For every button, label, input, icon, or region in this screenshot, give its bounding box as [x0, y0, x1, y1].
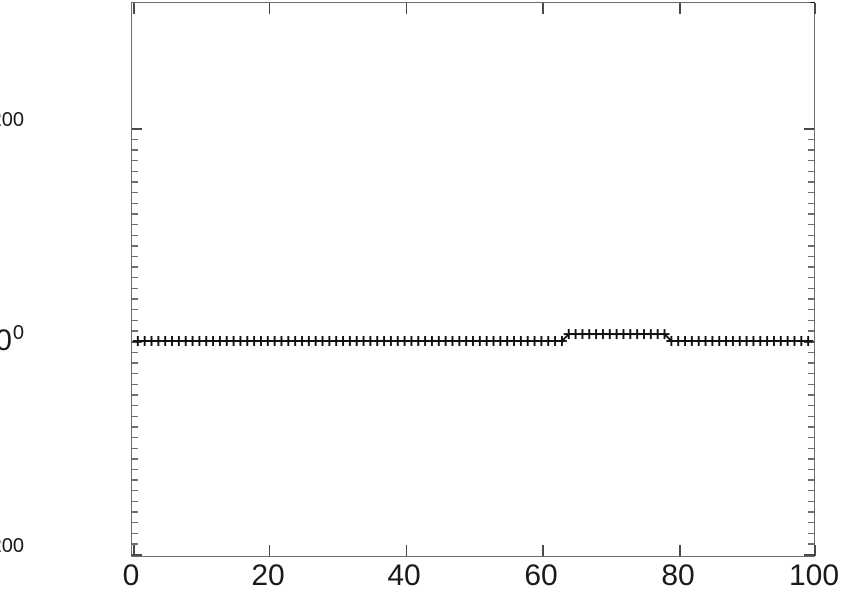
series-markers — [132, 2, 815, 346]
y-tick-label-bottom-exp: 200 — [0, 535, 24, 557]
data-series-layer — [131, 2, 815, 557]
x-tick-label-100: 100 — [788, 559, 840, 592]
y-tick-label-mid-exp: 0 — [12, 322, 24, 344]
y-tick-label-top: -10-200 — [0, 110, 24, 143]
y-tick-label-mid-base: -10 — [0, 324, 12, 357]
y-tick-label-mid: -100 — [0, 323, 24, 357]
x-tick-label-60: 60 — [524, 559, 558, 592]
x-tick-label-20: 20 — [251, 559, 285, 592]
x-tick-label-80: 80 — [661, 559, 695, 592]
x-tick-label-0: 0 — [122, 559, 140, 592]
data-series-plus-markers — [132, 2, 815, 346]
y-tick-label-bottom: -10200 — [0, 536, 24, 569]
plot-axes-frame — [131, 2, 816, 557]
x-tick-label-40: 40 — [387, 559, 421, 592]
y-tick-label-top-exp: -200 — [0, 109, 24, 131]
